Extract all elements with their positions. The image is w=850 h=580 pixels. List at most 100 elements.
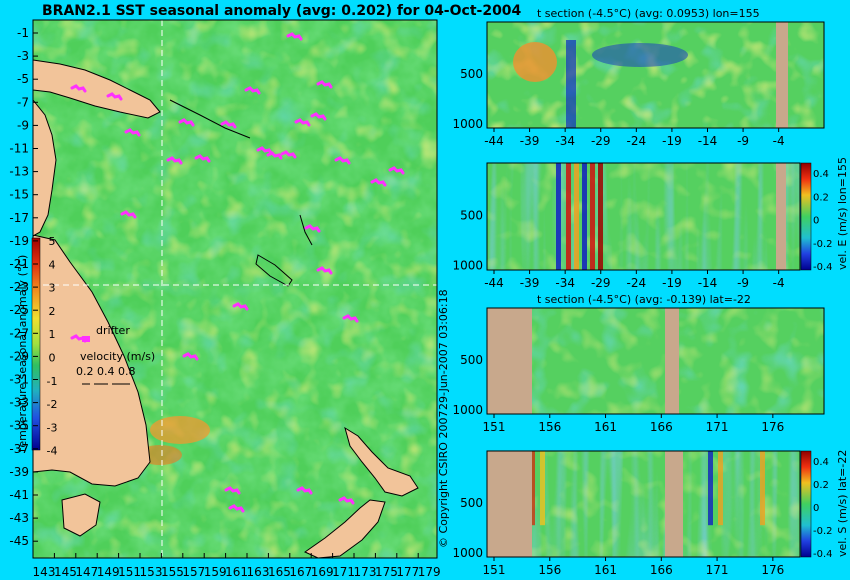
nz-north-island xyxy=(344,426,419,497)
lat-tick-label: -39 xyxy=(9,465,29,479)
section-x-tick: -39 xyxy=(520,134,540,148)
tasmania-land xyxy=(61,493,101,537)
velocity-values: 0.2 0.4 0.8 xyxy=(76,365,135,378)
section-y-tick: 500 xyxy=(460,67,483,81)
map-colorbar-tick: -3 xyxy=(47,421,58,434)
lat-tick-label: -15 xyxy=(9,188,29,202)
section-y-tick: 500 xyxy=(460,208,483,222)
section-x-tick: -19 xyxy=(662,134,682,148)
lat-tick-label: -13 xyxy=(9,165,29,179)
drifter-track xyxy=(220,120,237,129)
section-frame xyxy=(486,307,825,415)
section-x-tick: 171 xyxy=(706,563,729,577)
lat-tick-label: -33 xyxy=(9,396,29,410)
lon-tick-label: 143 xyxy=(33,565,56,579)
velocity-colorbar-tick: 0 xyxy=(813,503,819,514)
lon-tick-label: 177 xyxy=(396,565,419,579)
section-frame xyxy=(486,162,801,271)
copyright-text: © Copyright CSIRO 2007 xyxy=(437,411,450,548)
lon-tick-label: 179 xyxy=(418,565,441,579)
section-x-tick: -4 xyxy=(773,134,785,148)
section-warm-texture xyxy=(487,163,800,270)
section-x-tick: 161 xyxy=(594,420,617,434)
lon-tick-label: 163 xyxy=(247,565,270,579)
section-x-tick: 161 xyxy=(594,563,617,577)
lon-tick-label: 149 xyxy=(97,565,120,579)
drifter-track xyxy=(280,150,297,159)
lon-tick-label: 171 xyxy=(332,565,355,579)
lon-tick-label: 159 xyxy=(204,565,227,579)
drifter-track xyxy=(310,112,327,121)
velocity-band xyxy=(540,451,545,526)
map-colorbar-ticks: 5 4 3 2 1 0 -1 -2 -3 -4 xyxy=(47,235,58,458)
velocity-colorbar-tick: -0.2 xyxy=(813,526,833,537)
velocity-band xyxy=(718,451,723,526)
velocity-colorbar-label: vel. E (m/s) lon=155 xyxy=(836,157,849,270)
drifter-track xyxy=(304,224,321,233)
lon-tick-label: 175 xyxy=(375,565,398,579)
lon-tick-label: 147 xyxy=(75,565,98,579)
section-y-tick: 1000 xyxy=(452,403,483,417)
section-x-tick: 151 xyxy=(483,563,506,577)
tasman-warm-patch xyxy=(150,416,210,444)
section-x-tick: 176 xyxy=(761,563,784,577)
lon-tick-label: 155 xyxy=(161,565,184,579)
lat-tick-label: -1 xyxy=(17,26,29,40)
velocity-band xyxy=(708,451,713,526)
solomon-islands-outline xyxy=(169,99,251,139)
lon-tick-label: 161 xyxy=(225,565,248,579)
drifter-track xyxy=(182,352,199,361)
warm-core xyxy=(513,42,557,82)
section-y-tick: 500 xyxy=(460,353,483,367)
lat-tick-label: -11 xyxy=(9,142,29,156)
map-colorbar-tick: 5 xyxy=(49,235,56,248)
section-land-mask xyxy=(487,451,532,557)
drifter-track xyxy=(244,86,261,95)
section-x-tick: -44 xyxy=(484,276,504,290)
section-x-tick: 176 xyxy=(761,420,784,434)
velocity-band xyxy=(598,163,603,270)
section-panel-1: t section (-4.5°C) (avg: 0.0953) lon=155… xyxy=(452,7,825,148)
section-x-tick: -14 xyxy=(698,134,718,148)
velocity-colorbar-tick: -0.2 xyxy=(813,239,833,250)
cool-band xyxy=(592,43,688,67)
section-x-tick: 151 xyxy=(483,420,506,434)
map-colorbar-label: temperature seasonal anomaly (°C) xyxy=(16,255,29,452)
section-panel-2: 500 1000-44 -39 -34 -29 -24 -19 -14 -9 -4 0.4 0.2 0 -… xyxy=(452,157,849,290)
section-panels: t section (-4.5°C) (avg: 0.0953) lon=155… xyxy=(452,7,849,577)
velocity-colorbar-tick: 0.2 xyxy=(813,480,829,491)
section-x-tick: 156 xyxy=(538,563,561,577)
lat-tick-label: -27 xyxy=(9,326,29,340)
drifter-track xyxy=(296,486,313,495)
sst-map xyxy=(33,20,437,558)
lat-tick-label: -45 xyxy=(9,534,29,548)
cool-column xyxy=(566,40,576,128)
section-y-tick: 1000 xyxy=(452,546,483,560)
cape-york-land xyxy=(33,99,57,237)
lat-tick-label: -25 xyxy=(9,303,29,317)
lat-tick-label: -7 xyxy=(17,95,29,109)
section-land-mask xyxy=(776,22,788,128)
section-x-tick: -24 xyxy=(627,276,647,290)
drifter-tracks xyxy=(70,32,405,513)
drifter-track xyxy=(120,210,137,219)
lon-tick-label: 153 xyxy=(140,565,163,579)
section-warm-texture xyxy=(487,451,800,557)
section-y-tick: 1000 xyxy=(452,259,483,273)
drifter-track xyxy=(178,118,195,127)
section-y-tick: 1000 xyxy=(452,117,483,131)
vanuatu-outline xyxy=(299,214,313,246)
section-x-tick: -34 xyxy=(555,134,575,148)
drifter-track xyxy=(294,118,311,127)
section-x-tick: -29 xyxy=(591,134,611,148)
velocity-band xyxy=(574,163,579,270)
section-x-tick: -39 xyxy=(520,276,540,290)
map-colorbar-tick: 2 xyxy=(49,305,56,318)
drifter-track xyxy=(194,154,211,163)
lon-tick-label: 167 xyxy=(289,565,312,579)
section-x-tick: -24 xyxy=(627,134,647,148)
lon-tick-label: 173 xyxy=(354,565,377,579)
section-x-tick: 166 xyxy=(650,420,673,434)
